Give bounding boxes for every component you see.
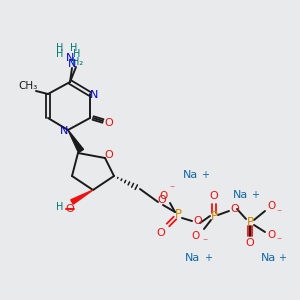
Text: O: O [246, 238, 254, 248]
Text: N: N [60, 126, 68, 136]
Text: Na: Na [260, 253, 276, 263]
Text: O: O [192, 231, 200, 241]
Text: P: P [247, 215, 254, 229]
Text: +: + [204, 253, 212, 263]
Text: H₂: H₂ [72, 57, 84, 67]
Text: H: H [70, 43, 78, 53]
Text: O: O [231, 204, 239, 214]
Text: ⁻: ⁻ [276, 208, 282, 218]
Text: +: + [201, 170, 209, 180]
Polygon shape [71, 190, 93, 204]
Text: ⁻: ⁻ [202, 237, 208, 247]
Text: P: P [175, 208, 182, 221]
Text: CH₃: CH₃ [18, 81, 38, 91]
Text: O: O [159, 191, 167, 201]
Text: +: + [251, 190, 259, 200]
Polygon shape [68, 130, 84, 153]
Text: P: P [211, 211, 218, 224]
Text: O: O [268, 230, 276, 240]
Text: ⁻: ⁻ [169, 184, 175, 194]
Text: O: O [105, 150, 113, 160]
Text: H: H [56, 49, 64, 59]
Text: Na: Na [232, 190, 247, 200]
Text: Na: Na [185, 253, 201, 263]
Text: O: O [158, 195, 166, 205]
Text: Na: Na [182, 170, 198, 180]
Text: H: H [56, 202, 64, 212]
Text: H: H [56, 43, 64, 53]
Text: ⁻: ⁻ [276, 236, 282, 246]
Text: N: N [90, 90, 98, 100]
Text: O: O [210, 191, 218, 201]
Text: N: N [68, 59, 76, 69]
Text: O: O [66, 204, 74, 214]
Text: +: + [278, 253, 286, 263]
Text: N: N [66, 53, 74, 63]
Text: O: O [268, 201, 276, 211]
Text: H: H [73, 49, 81, 59]
Text: O: O [105, 118, 113, 128]
Text: O: O [194, 216, 202, 226]
Text: O: O [157, 228, 165, 238]
